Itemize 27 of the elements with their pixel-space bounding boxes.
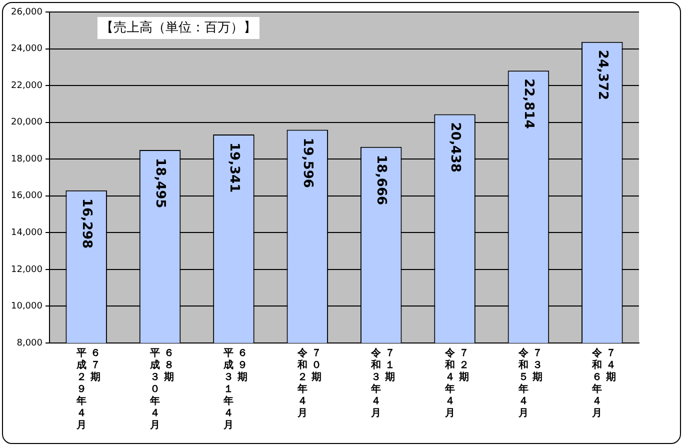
y-tick-label: 20,000: [10, 118, 43, 128]
data-label: 24,372: [594, 50, 610, 100]
y-tick-label: 10,000: [10, 302, 43, 312]
category-label: 平成２９年４月６７期: [76, 348, 100, 431]
data-label: 18,666: [374, 154, 389, 206]
y-tick-label: 16,000: [10, 191, 43, 202]
y-tick-label: 26,000: [10, 7, 43, 18]
data-label: 16,298: [78, 198, 94, 249]
y-tick-label: 14,000: [10, 228, 43, 238]
y-tick-label: 8,000: [16, 338, 43, 348]
data-label: 22,814: [521, 78, 536, 129]
category-label: 令和６年４月７４期: [592, 348, 616, 419]
y-tick-label: 22,000: [10, 80, 43, 91]
category-label: 平成３０年４月６８期: [150, 348, 174, 431]
data-label: 20,438: [447, 122, 462, 172]
category-label: 平成３１年４月６９期: [224, 348, 248, 431]
category-label: 令和２年４月７０期: [297, 348, 322, 419]
y-tick-label: 12,000: [10, 264, 43, 275]
y-tick-label: 24,000: [10, 44, 43, 54]
text: 【売上高（単位：百万）】: [100, 19, 256, 36]
category-label: 令和３年４月７１期: [371, 348, 396, 419]
category-label: 令和５年４月７３期: [518, 348, 542, 419]
data-label: 18,495: [152, 158, 168, 208]
y-tick-label: 18,000: [10, 154, 43, 164]
data-label: 19,596: [300, 138, 316, 188]
data-label: 19,341: [226, 142, 242, 193]
category-label: 令和４年４月７２期: [444, 348, 469, 419]
